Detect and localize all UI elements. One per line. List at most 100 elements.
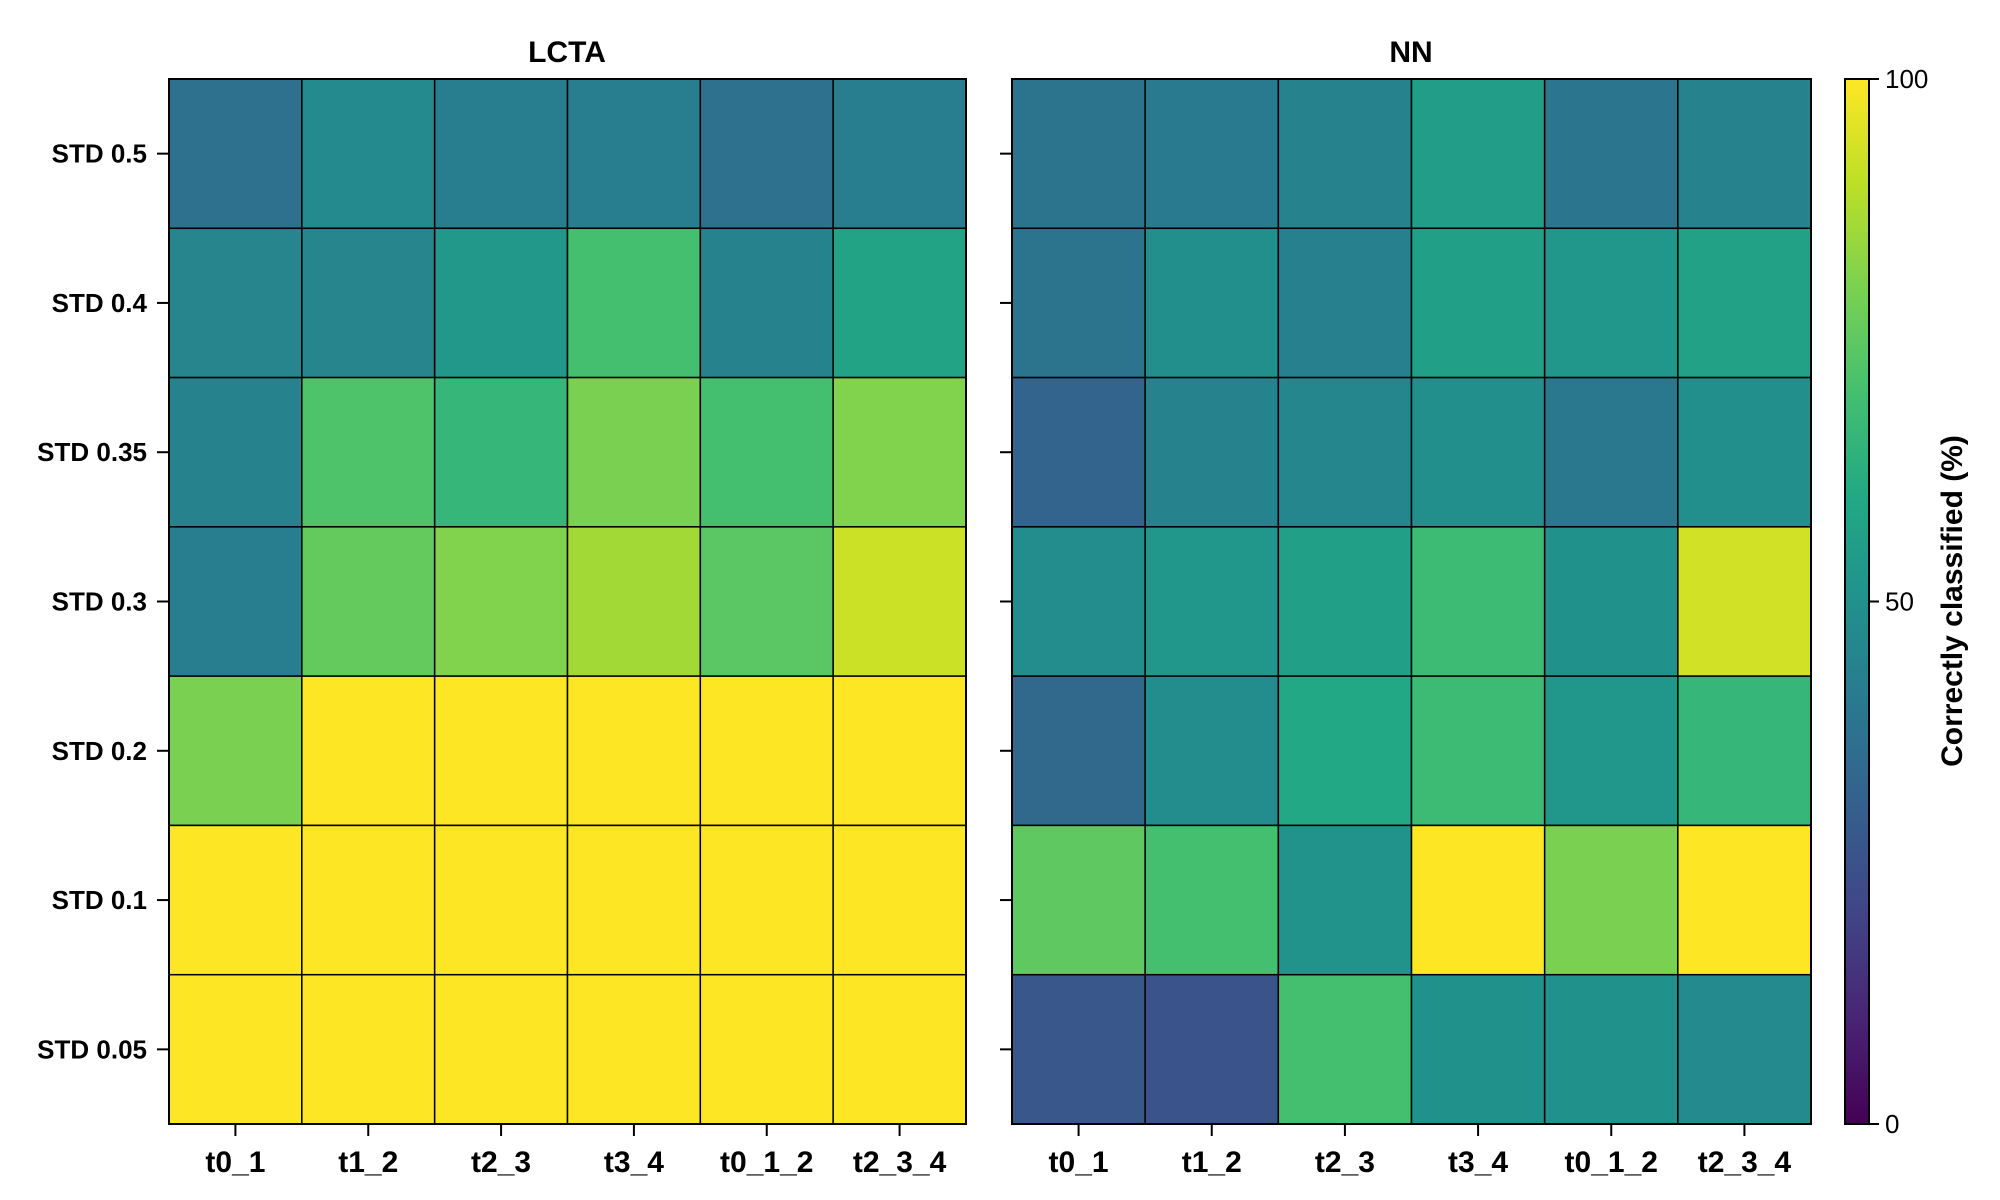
lcta-cell-r4-c0 [168,675,303,827]
nn-x-tick-label: t1_2 [1182,1146,1242,1179]
nn-cell-r3-c3 [1410,526,1546,677]
nn-cell-r2-c1 [1144,376,1280,528]
lcta-cell-r1-c0 [168,227,303,379]
lcta-cell-r1-c3 [566,227,702,379]
nn-cell-r5-c3 [1410,824,1546,976]
lcta-cell-r1-c1 [301,227,436,379]
lcta-cell-r2-c4 [699,376,834,528]
nn-cell-r2-c0 [1011,376,1146,528]
lcta-cell-r1-c2 [433,227,569,379]
lcta-cell-r5-c1 [301,824,436,976]
lcta-cell-r0-c3 [566,78,702,230]
lcta-cell-r6-c1 [301,973,436,1125]
lcta-cell-r4-c1 [301,675,436,827]
lcta-y-tick-label: STD 0.05 [37,1034,147,1064]
lcta-cell-r6-c0 [168,973,303,1125]
nn-cell-r4-c5 [1677,675,1812,827]
nn-cell-r0-c0 [1011,78,1146,230]
lcta-y-tick-label: STD 0.35 [37,437,147,467]
nn-cell-r2-c3 [1410,376,1546,528]
nn-cells [1011,78,1812,1125]
nn-cell-r6-c4 [1543,973,1679,1125]
nn-cell-r3-c4 [1543,526,1679,677]
lcta-y-tick-label: STD 0.5 [52,139,147,169]
nn-title: NN [1389,36,1432,69]
lcta-y-tick-label: STD 0.3 [52,587,147,617]
nn-cell-r3-c0 [1011,526,1146,677]
colorbar-label: Correctly classified (%) [1936,435,1969,767]
nn-x-axis: t0_1 t1_2 t2_3 t3_4 t0_1_2 t2_3_4 [1049,1124,1792,1179]
lcta-x-tick-label: t2_3 [471,1146,531,1179]
nn-x-tick-label: t2_3_4 [1698,1146,1792,1179]
nn-cell-r0-c4 [1543,78,1679,230]
lcta-cell-r3-c2 [433,526,569,677]
nn-cell-r6-c5 [1677,973,1812,1125]
lcta-frame [168,78,967,1125]
lcta-cell-r5-c5 [832,824,967,976]
nn-cell-r2-c2 [1277,376,1413,528]
nn-cell-r4-c4 [1543,675,1679,827]
nn-cell-r6-c3 [1410,973,1546,1125]
lcta-cell-r6-c3 [566,973,702,1125]
colorbar-tick-label: 0 [1885,1109,1899,1139]
lcta-cells [168,78,967,1125]
lcta-y-axis: STD 0.5 STD 0.4 STD 0.35 STD 0.3 STD 0.2 STD … [37,139,169,1064]
nn-cell-r4-c3 [1410,675,1546,827]
lcta-cell-r0-c1 [301,78,436,230]
nn-cell-r4-c2 [1277,675,1413,827]
nn-x-tick-label: t0_1 [1049,1146,1109,1179]
lcta-cell-r0-c4 [699,78,834,230]
lcta-cell-r4-c5 [832,675,967,827]
nn-cell-r1-c2 [1277,227,1413,379]
lcta-cell-r0-c5 [832,78,967,230]
colorbar-tick-label: 50 [1885,587,1914,617]
nn-cell-r1-c3 [1410,227,1546,379]
nn-cell-r1-c5 [1677,227,1812,379]
lcta-x-tick-label: t3_4 [604,1146,664,1179]
lcta-y-tick-label: STD 0.4 [52,288,148,318]
lcta-cell-r2-c2 [433,376,569,528]
lcta-cell-r5-c3 [566,824,702,976]
nn-cell-r1-c4 [1543,227,1679,379]
colorbar: 0 50 100 Correctly classified (%) [1844,64,1969,1139]
nn-cell-r2-c4 [1543,376,1679,528]
nn-cell-r5-c4 [1543,824,1679,976]
lcta-cell-r2-c1 [301,376,436,528]
nn-x-tick-label: t3_4 [1448,1146,1508,1179]
nn-cell-r0-c1 [1144,78,1280,230]
lcta-cell-r2-c3 [566,376,702,528]
colorbar-gradient [1844,78,1870,1125]
lcta-cell-r3-c4 [699,526,834,677]
lcta-x-tick-label: t0_1_2 [720,1146,813,1179]
lcta-cell-r3-c1 [301,526,436,677]
lcta-y-tick-label: STD 0.1 [52,885,147,915]
nn-cell-r1-c1 [1144,227,1280,379]
nn-cell-r5-c2 [1277,824,1413,976]
lcta-cell-r1-c4 [699,227,834,379]
nn-cell-r4-c1 [1144,675,1280,827]
lcta-cell-r6-c4 [699,973,834,1125]
lcta-x-tick-label: t0_1 [205,1146,265,1179]
lcta-cell-r6-c5 [832,973,967,1125]
lcta-cell-r6-c2 [433,973,569,1125]
nn-cell-r3-c1 [1144,526,1280,677]
lcta-x-tick-label: t2_3_4 [853,1146,947,1179]
lcta-title: LCTA [528,36,606,69]
nn-cell-r3-c5 [1677,526,1812,677]
nn-y-axis [1000,152,1012,1051]
nn-panel: NN t0_1 t1_2 t2_3 t3_4 t0_1_2 t2_3_4 [1000,36,1812,1179]
nn-x-tick-label: t0_1_2 [1565,1146,1658,1179]
nn-cell-r0-c3 [1410,78,1546,230]
lcta-cell-r4-c3 [566,675,702,827]
lcta-cell-r3-c0 [168,526,303,677]
nn-cell-r2-c5 [1677,376,1812,528]
nn-cell-r4-c0 [1011,675,1146,827]
nn-cell-r5-c1 [1144,824,1280,976]
lcta-cell-r5-c0 [168,824,303,976]
nn-cell-r5-c0 [1011,824,1146,976]
lcta-y-tick-label: STD 0.2 [52,736,147,766]
lcta-cell-r3-c3 [566,526,702,677]
lcta-cell-r5-c4 [699,824,834,976]
